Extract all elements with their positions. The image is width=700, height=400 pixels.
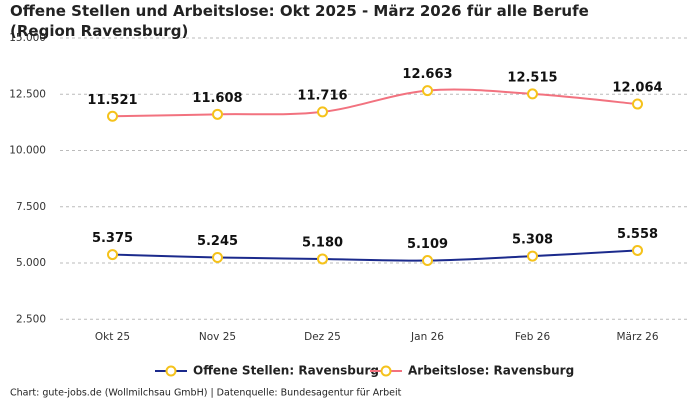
x-tick-label: Jan 26 — [410, 331, 444, 343]
value-label: 12.663 — [402, 67, 452, 82]
value-label: 11.608 — [192, 91, 242, 106]
x-tick-label: Nov 25 — [199, 331, 236, 343]
data-point — [527, 88, 538, 100]
value-label: 12.064 — [612, 81, 662, 96]
data-point — [107, 249, 118, 261]
data-point — [212, 108, 223, 120]
value-label: 5.308 — [512, 233, 553, 248]
x-tick-label: Okt 25 — [95, 331, 130, 343]
legend-label: Offene Stellen: Ravensburg — [193, 364, 379, 378]
data-point — [212, 251, 223, 263]
value-label: 5.558 — [617, 227, 658, 242]
data-point — [527, 250, 538, 262]
footer: Chart: gute-jobs.de (Wollmilchsau GmbH) … — [10, 388, 402, 399]
x-tick-label: Feb 26 — [515, 331, 551, 343]
value-label: 5.109 — [407, 237, 448, 252]
x-tick-label: Dez 25 — [304, 331, 341, 343]
y-tick-label: 5.000 — [16, 257, 46, 269]
series-line — [112, 88, 638, 118]
y-tick-label: 10.000 — [9, 145, 46, 157]
y-tick-label: 2.500 — [16, 313, 46, 325]
data-point — [632, 98, 643, 110]
y-tick-label: 7.500 — [16, 201, 46, 213]
data-point — [422, 255, 433, 267]
series-line — [112, 249, 638, 262]
data-point — [632, 244, 643, 256]
data-point — [317, 253, 328, 265]
value-label: 11.521 — [87, 93, 137, 108]
legend-marker — [380, 365, 392, 377]
legend-marker — [165, 365, 177, 377]
x-tick-label: März 26 — [616, 331, 658, 343]
value-label: 11.716 — [297, 88, 347, 103]
chart-title: Offene Stellen und Arbeitslose: Okt 2025… — [10, 2, 589, 40]
value-label: 5.245 — [197, 234, 238, 249]
legend-label: Arbeitslose: Ravensburg — [408, 364, 574, 378]
data-point — [317, 106, 328, 118]
y-tick-label: 15.000 — [9, 32, 46, 44]
value-label: 5.375 — [92, 231, 133, 246]
data-point — [422, 85, 433, 97]
data-point — [107, 110, 118, 122]
y-tick-label: 12.500 — [9, 88, 46, 100]
value-label: 12.515 — [507, 70, 557, 85]
value-label: 5.180 — [302, 235, 343, 250]
